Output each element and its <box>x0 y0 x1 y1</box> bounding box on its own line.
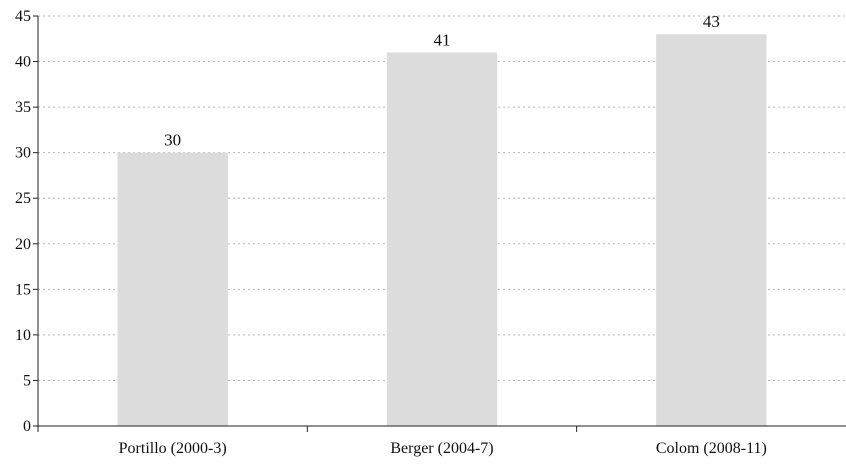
bars <box>117 34 767 426</box>
x-category-label: Berger (2004-7) <box>390 440 493 457</box>
x-category-label: Colom (2008-11) <box>656 440 767 457</box>
x-category-label: Portillo (2000-3) <box>119 440 227 457</box>
y-tick-label: 20 <box>15 236 31 253</box>
y-tick-label: 0 <box>23 418 31 435</box>
bar-2 <box>386 52 498 426</box>
bar-1 <box>117 152 228 426</box>
axes <box>33 15 846 432</box>
bar-value-label: 30 <box>164 131 181 150</box>
y-tick-label: 15 <box>15 281 31 298</box>
bar-value-label: 41 <box>434 30 451 49</box>
y-tick-label: 40 <box>15 54 31 71</box>
bar-value-label: 43 <box>703 12 720 31</box>
labels: 0 5 10 15 20 25 30 35 40 45 30 Portillo (2000-3) 41 B… <box>15 8 767 457</box>
y-tick-label: 10 <box>15 327 31 344</box>
bar-3 <box>656 34 767 426</box>
y-tick-label: 30 <box>15 145 31 162</box>
y-tick-label: 25 <box>15 190 31 207</box>
y-tick-label: 45 <box>15 8 31 25</box>
y-tick-label: 5 <box>23 372 31 389</box>
y-tick-label: 35 <box>15 99 31 116</box>
